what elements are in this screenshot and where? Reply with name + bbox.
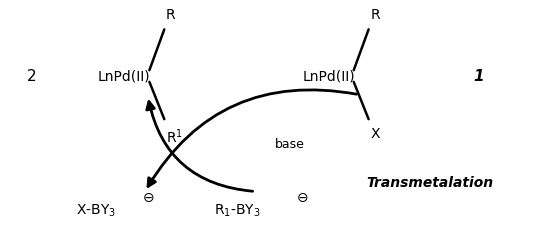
Text: $\ominus$: $\ominus$ [142, 191, 154, 206]
Text: LnPd(II): LnPd(II) [98, 69, 150, 83]
Text: 2: 2 [27, 68, 37, 84]
Text: LnPd(II): LnPd(II) [302, 69, 355, 83]
Text: R: R [370, 8, 380, 22]
Text: Transmetalation: Transmetalation [366, 176, 493, 190]
Text: R: R [166, 8, 175, 22]
Text: X: X [370, 127, 380, 141]
Text: $\ominus$: $\ominus$ [296, 191, 309, 206]
Text: 1: 1 [474, 68, 485, 84]
Text: X-BY$_3$: X-BY$_3$ [76, 203, 116, 219]
Text: R$^1$: R$^1$ [166, 127, 183, 146]
Text: R$_1$-BY$_3$: R$_1$-BY$_3$ [214, 203, 261, 219]
Text: base: base [275, 138, 305, 151]
